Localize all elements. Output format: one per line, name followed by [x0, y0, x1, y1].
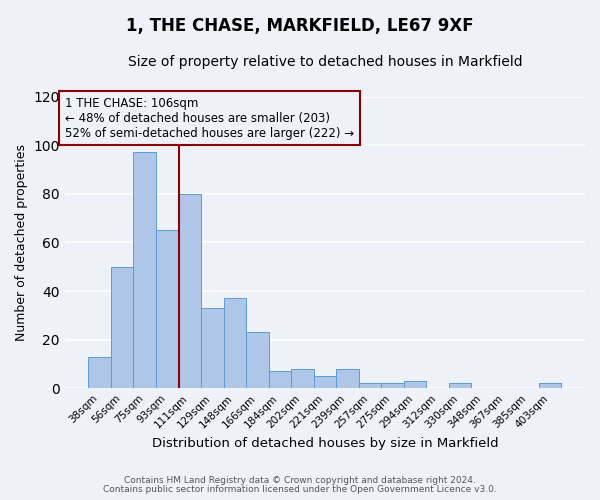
- Y-axis label: Number of detached properties: Number of detached properties: [15, 144, 28, 341]
- X-axis label: Distribution of detached houses by size in Markfield: Distribution of detached houses by size …: [152, 437, 498, 450]
- Bar: [539, 384, 562, 388]
- Bar: [404, 381, 426, 388]
- Bar: [381, 384, 404, 388]
- Bar: [88, 356, 111, 388]
- Bar: [246, 332, 269, 388]
- Bar: [133, 152, 156, 388]
- Bar: [224, 298, 246, 388]
- Bar: [201, 308, 224, 388]
- Text: Contains HM Land Registry data © Crown copyright and database right 2024.: Contains HM Land Registry data © Crown c…: [124, 476, 476, 485]
- Title: Size of property relative to detached houses in Markfield: Size of property relative to detached ho…: [128, 55, 522, 69]
- Text: Contains public sector information licensed under the Open Government Licence v3: Contains public sector information licen…: [103, 484, 497, 494]
- Bar: [291, 369, 314, 388]
- Bar: [314, 376, 336, 388]
- Bar: [111, 267, 133, 388]
- Text: 1, THE CHASE, MARKFIELD, LE67 9XF: 1, THE CHASE, MARKFIELD, LE67 9XF: [126, 18, 474, 36]
- Bar: [179, 194, 201, 388]
- Bar: [156, 230, 179, 388]
- Bar: [449, 384, 471, 388]
- Bar: [269, 372, 291, 388]
- Text: 1 THE CHASE: 106sqm
← 48% of detached houses are smaller (203)
52% of semi-detac: 1 THE CHASE: 106sqm ← 48% of detached ho…: [65, 96, 354, 140]
- Bar: [359, 384, 381, 388]
- Bar: [336, 369, 359, 388]
